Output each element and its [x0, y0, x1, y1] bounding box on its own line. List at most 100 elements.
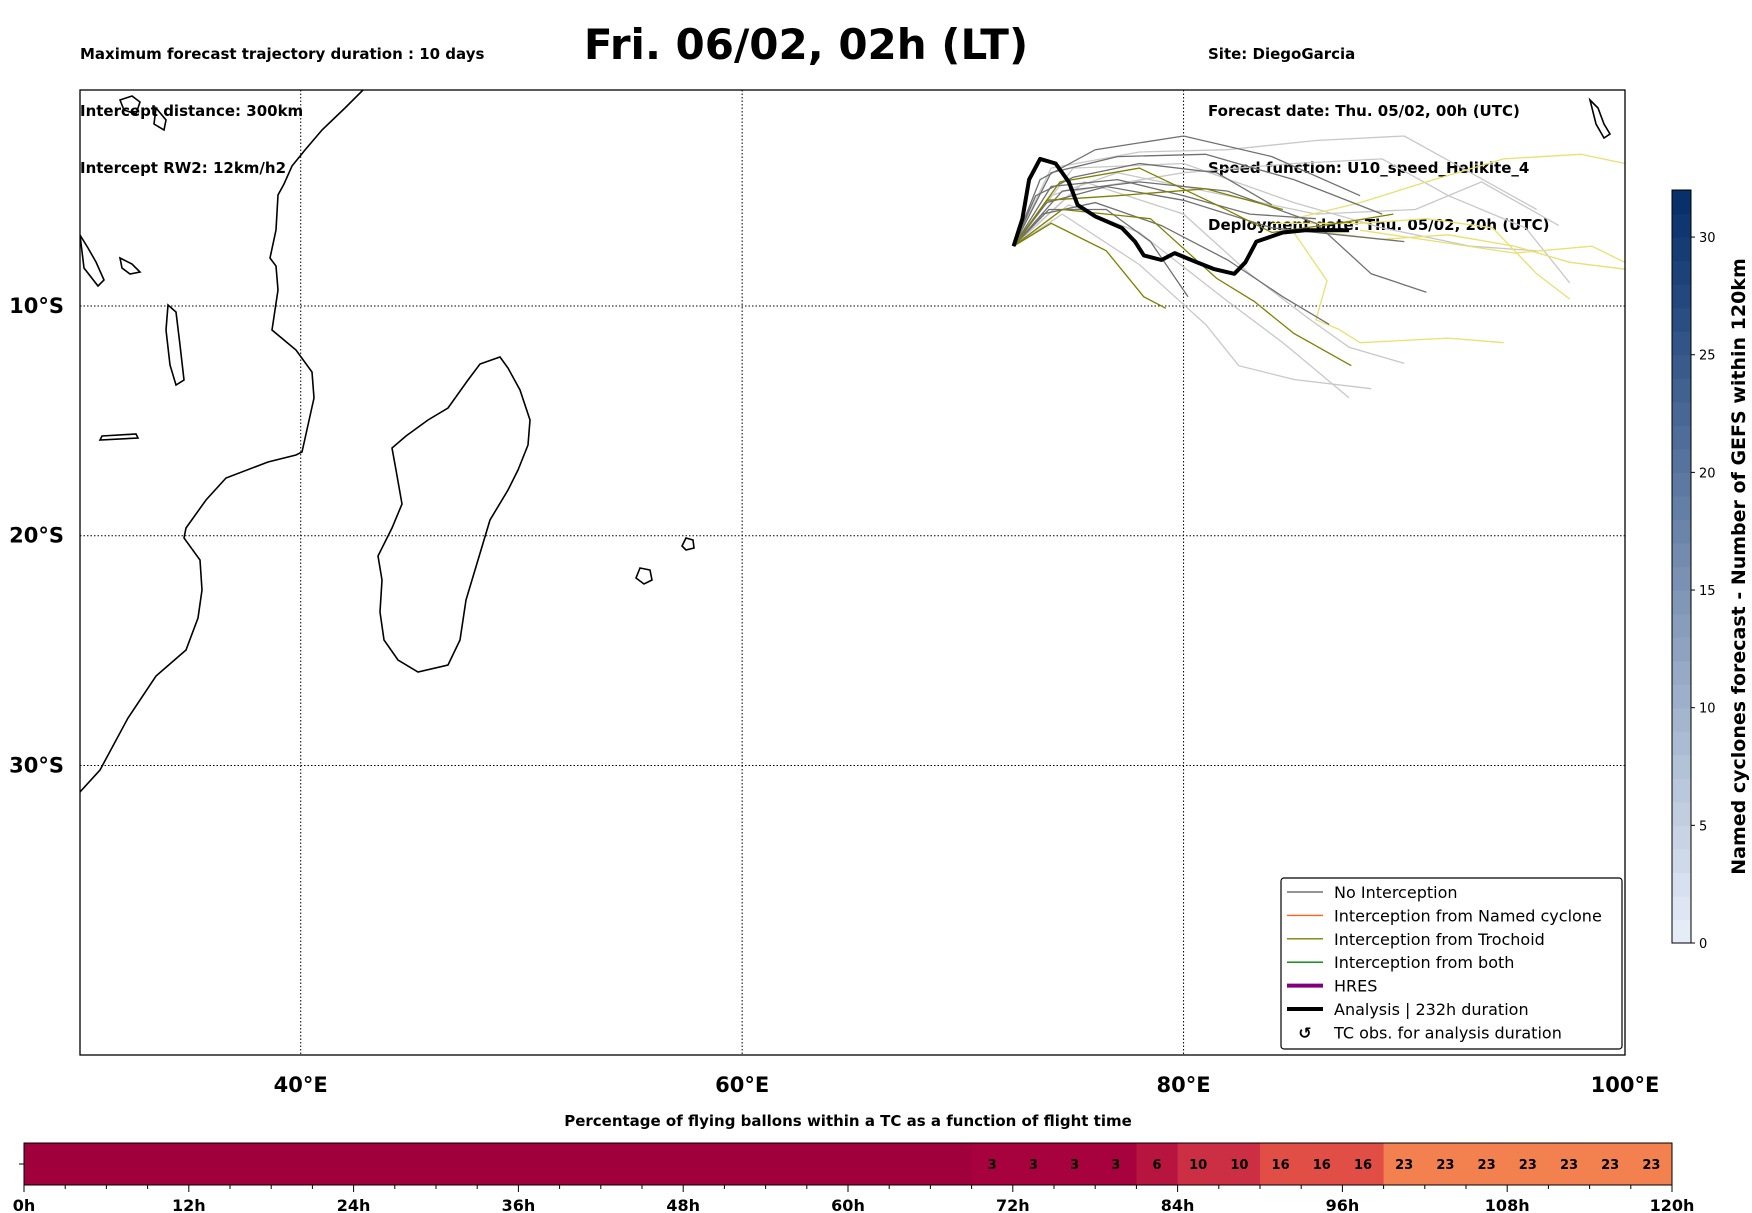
legend-label: HRES	[1334, 977, 1377, 996]
header-line-rw2: Intercept RW2: 12km/h2	[80, 159, 287, 177]
heatmap-cell	[1301, 1143, 1343, 1185]
heatmap-cell	[1012, 1143, 1055, 1185]
heatmap-x-tick-label: 0h	[13, 1196, 36, 1213]
ensemble-track-no-interception	[1013, 162, 1273, 247]
ensemble-track-no-interception	[1013, 201, 1330, 325]
island-8	[118, 95, 141, 116]
colorbar-tick-label: 0	[1699, 937, 1707, 952]
heatmap-cell	[1630, 1143, 1673, 1185]
colorbar-tick-label: 30	[1699, 231, 1716, 246]
island-3	[165, 303, 185, 387]
ensemble-track-lightgrey	[1013, 204, 1350, 399]
header-line-forecast-date: Forecast date: Thu. 05/02, 00h (UTC)	[1208, 102, 1520, 120]
island-9	[153, 106, 167, 132]
ensemble-track-yellow	[1293, 153, 1625, 220]
colorbar-segment	[1672, 613, 1691, 638]
map-frame	[79, 89, 1626, 1056]
ensemble-track-trochoid	[1013, 222, 1167, 309]
heatmap-cell-label: 16	[1272, 1158, 1290, 1173]
colorbar-segment	[1672, 260, 1691, 285]
island-7	[1588, 97, 1612, 140]
ensemble-track-no-interception	[1013, 178, 1317, 247]
colorbar-segment	[1672, 919, 1691, 944]
colorbar-segment	[1672, 331, 1691, 356]
heatmap-cell-label: 3	[1111, 1158, 1120, 1173]
colorbar-segment	[1672, 284, 1691, 309]
colorbar-segment	[1672, 684, 1691, 709]
colorbar-segment	[1672, 213, 1691, 238]
heatmap-cell	[971, 1143, 1014, 1185]
heatmap-cell	[1177, 1143, 1220, 1185]
colorbar-segment	[1672, 590, 1691, 615]
trajectory-map: 40°E 60°E 80°E 100°E 10°S 20°S 30°S No Intercep…	[9, 89, 1750, 1097]
heatmap-x-tick-label: 84h	[1161, 1196, 1195, 1213]
heatmap-x-tick-label: 72h	[996, 1196, 1030, 1213]
heatmap-cell	[1218, 1143, 1261, 1185]
x-tick-label: 100°E	[1591, 1073, 1660, 1097]
colorbar-segment	[1672, 566, 1691, 591]
ensemble-trajectories	[1012, 135, 1625, 399]
island-1	[635, 567, 653, 585]
x-tick-label: 40°E	[274, 1073, 328, 1097]
heatmap-cell	[1136, 1143, 1179, 1185]
colorbar-label: Named cyclones forecast - Number of GEFS…	[1728, 258, 1750, 875]
heatmap-cell-label: 23	[1642, 1158, 1660, 1173]
heatmap-cell-label: 3	[988, 1158, 997, 1173]
colorbar-segment	[1672, 825, 1691, 850]
heatmap-x-tick-label: 48h	[666, 1196, 700, 1213]
island-4	[80, 234, 105, 288]
heatmap-cell	[1507, 1143, 1549, 1185]
colorbar-segment	[1672, 237, 1691, 262]
coastline-layer	[80, 90, 1612, 793]
colorbar-segment	[1672, 425, 1691, 450]
colorbar-tick-label: 5	[1699, 819, 1707, 834]
colorbar-frame	[1671, 189, 1692, 944]
colorbar-segment	[1672, 848, 1691, 874]
analysis-track	[1011, 156, 1350, 276]
ensemble-track-trochoid	[1013, 208, 1352, 367]
heatmap-x-tick-label: 60h	[831, 1196, 865, 1213]
colorbar-segment	[1672, 637, 1691, 662]
colorbar-segment	[1672, 731, 1691, 756]
colorbar-tick-label: 10	[1699, 702, 1716, 717]
heatmap-cell-label: 10	[1230, 1158, 1248, 1173]
heatmap-cell-label: 23	[1519, 1158, 1537, 1173]
colorbar-segment	[1672, 472, 1691, 497]
colorbar-segment	[1672, 448, 1691, 473]
colorbar-segment	[1672, 895, 1691, 921]
colorbar-segment	[1672, 495, 1691, 521]
header-line-site: Site: DiegoGarcia	[1208, 45, 1356, 63]
colorbar-segment	[1672, 307, 1691, 332]
y-tick-label: 10°S	[9, 294, 64, 318]
colorbar-tick-label: 15	[1699, 584, 1716, 599]
y-tick-label: 20°S	[9, 524, 64, 548]
colorbar-tick-label: 25	[1699, 349, 1716, 364]
island-6	[98, 433, 140, 441]
legend-label: Analysis | 232h duration	[1334, 1000, 1529, 1019]
heatmap-cell-label: 3	[1029, 1158, 1038, 1173]
heatmap-cell	[1342, 1143, 1385, 1185]
heatmap-cell	[1095, 1143, 1137, 1185]
ensemble-track-no-interception	[1013, 181, 1427, 293]
colorbar-segment	[1672, 754, 1691, 779]
heatmap-x-tick-label: 108h	[1485, 1196, 1530, 1213]
ensemble-track-no-interception	[1013, 153, 1383, 247]
madagascar-coastline	[377, 356, 531, 673]
colorbar-segment	[1672, 378, 1691, 403]
header-line-speed-function: Speed function: U10_speed_Helikite_4	[1208, 159, 1530, 177]
heatmap-cell	[1383, 1143, 1426, 1185]
heatmap-x-tick-label: 24h	[337, 1196, 371, 1213]
colorbar-segment	[1672, 542, 1691, 568]
x-tick-label: 80°E	[1157, 1073, 1211, 1097]
heatmap-title: Percentage of flying ballons within a TC…	[564, 1112, 1132, 1130]
heatmap-cell	[1054, 1143, 1096, 1185]
heatmap-cell-label: 16	[1313, 1158, 1331, 1173]
legend-label: Interception from Named cyclone	[1334, 906, 1602, 925]
colorbar-segment	[1672, 707, 1691, 732]
heatmap-cell-label: 23	[1436, 1158, 1454, 1173]
ensemble-track-yellow	[1360, 229, 1625, 264]
ensemble-track-yellow	[1271, 218, 1571, 300]
heatmap-x-tick-label: 36h	[502, 1196, 536, 1213]
heatmap-cell-label: 6	[1152, 1158, 1161, 1173]
